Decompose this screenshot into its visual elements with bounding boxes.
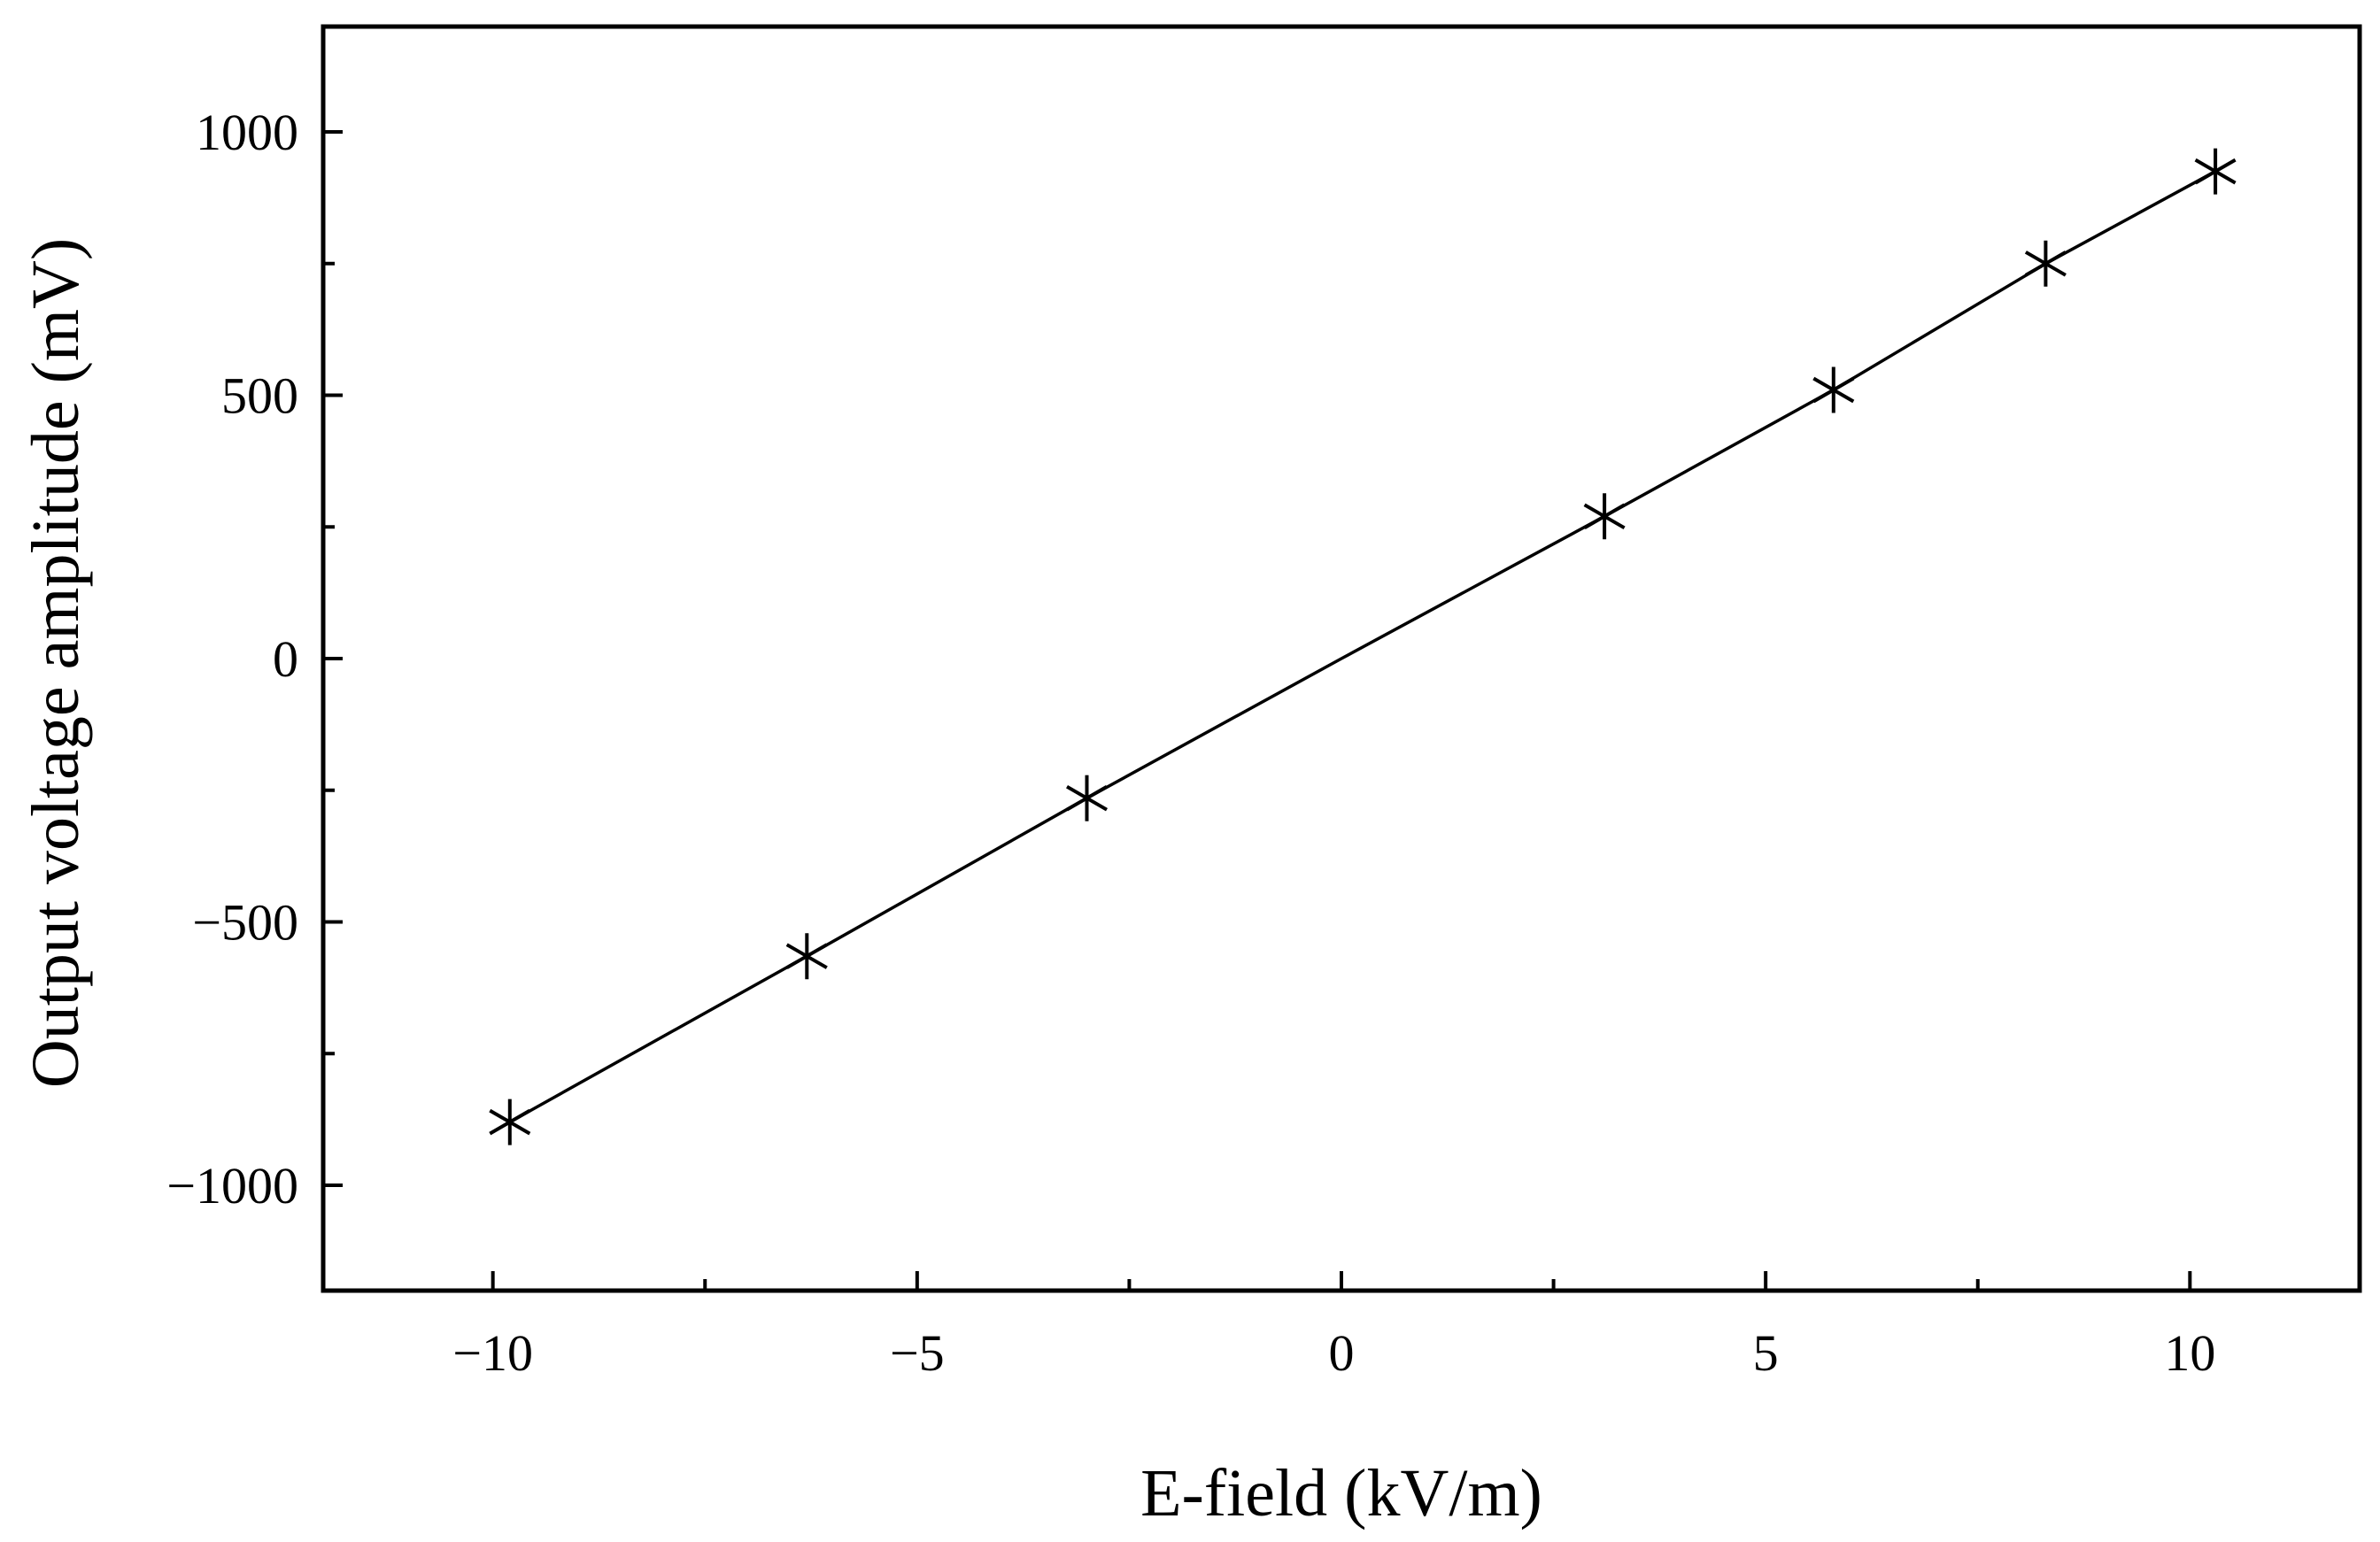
y-tick-label: 500	[221, 367, 298, 425]
data-point-marker	[785, 933, 828, 980]
data-point-marker	[1583, 493, 1626, 540]
x-tick-label: 10	[2164, 1324, 2215, 1382]
data-point-marker	[489, 1099, 531, 1145]
y-tick-label: 0	[273, 630, 298, 688]
x-tick-label: −5	[890, 1324, 945, 1382]
marker-stroke	[785, 943, 828, 969]
marker-stroke	[2194, 158, 2237, 185]
x-tick-label: −10	[452, 1324, 533, 1382]
tick-layer: −10 −5 0 5 10 −1000 −500 0 500 1000	[166, 104, 2215, 1382]
marker-stroke	[2024, 251, 2067, 277]
series-layer	[489, 148, 2237, 1145]
x-tick-label: 5	[1753, 1324, 1779, 1382]
marker-stroke	[1065, 784, 1109, 812]
x-axis-label: E-field (kV/m)	[1140, 1456, 1542, 1530]
data-point-marker	[1065, 775, 1109, 821]
marker-stroke	[489, 1108, 531, 1136]
data-point-marker	[2194, 148, 2237, 195]
y-axis-label: Output voltage amplitude (mV)	[19, 238, 93, 1088]
data-point-marker	[2024, 240, 2067, 287]
marker-stroke	[1583, 503, 1626, 530]
y-tick-label: 1000	[196, 104, 298, 161]
series-line	[508, 170, 2216, 1124]
y-tick-label: −500	[192, 894, 298, 952]
marker-stroke	[1812, 376, 1855, 404]
y-tick-label: −1000	[166, 1157, 298, 1214]
x-tick-label: 0	[1329, 1324, 1355, 1382]
data-point-marker	[1812, 366, 1855, 413]
